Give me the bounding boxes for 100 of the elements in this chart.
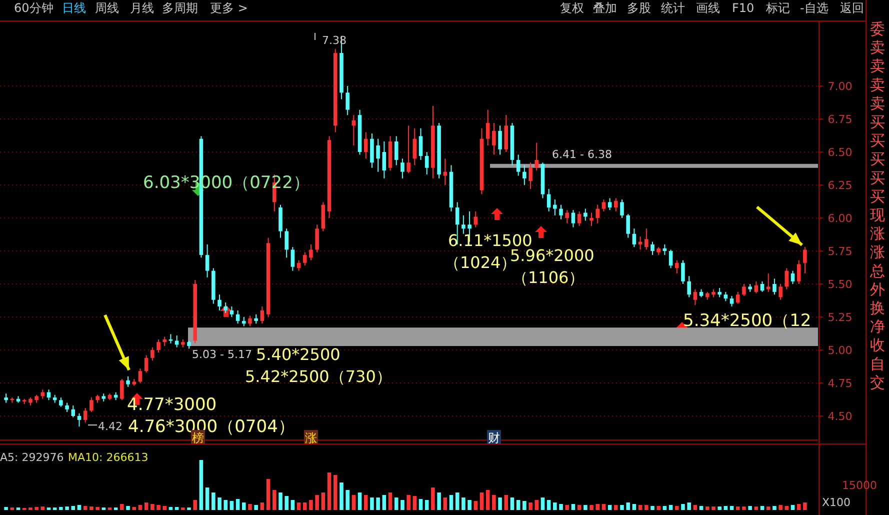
candlestick	[772, 278, 776, 296]
bar	[559, 504, 563, 510]
candlestick	[224, 302, 228, 314]
y-tick-label: 5.75	[828, 244, 852, 258]
candlestick	[724, 291, 728, 302]
candlestick	[486, 109, 490, 146]
bar	[90, 506, 94, 510]
y-tick-label: 6.25	[828, 179, 852, 192]
bar	[590, 505, 594, 510]
candlestick	[668, 249, 673, 269]
candlestick	[778, 283, 782, 300]
candlestick	[584, 208, 588, 222]
candlestick	[406, 125, 410, 174]
bar	[358, 492, 362, 510]
y-tick-label: 7.00	[828, 80, 852, 94]
candlestick	[424, 152, 429, 175]
candlestick	[394, 136, 398, 166]
bar	[272, 490, 276, 510]
bar	[59, 507, 63, 510]
candlestick	[278, 204, 282, 238]
bar	[340, 482, 344, 510]
annotation: 4.42	[98, 420, 122, 433]
bar	[546, 500, 551, 510]
bar	[796, 504, 801, 510]
candlestick	[596, 204, 600, 224]
bar	[193, 500, 197, 510]
bar	[705, 506, 710, 510]
band-label: 6.41 - 6.38	[552, 148, 612, 161]
bar	[693, 505, 698, 510]
candlestick	[784, 268, 789, 290]
bar	[504, 495, 508, 510]
bar	[778, 505, 782, 510]
candlestick	[77, 412, 82, 428]
candlestick	[236, 310, 240, 324]
candlestick	[553, 199, 557, 216]
bar	[699, 506, 704, 510]
candlestick	[498, 125, 502, 156]
bar	[522, 501, 526, 510]
bar	[364, 495, 368, 510]
bar	[327, 472, 332, 510]
y-tick-label: 5.25	[828, 310, 852, 324]
bar	[668, 505, 673, 510]
bar	[596, 504, 600, 510]
bar	[674, 506, 679, 510]
bar	[687, 502, 691, 510]
candlestick	[608, 198, 612, 211]
bar	[584, 505, 588, 510]
bar	[236, 499, 240, 510]
candlestick	[370, 133, 374, 168]
bar	[370, 498, 374, 510]
candlestick	[156, 338, 160, 354]
bar	[346, 490, 350, 510]
y-tick-label: 6.75	[828, 113, 852, 126]
bar	[296, 502, 301, 510]
bar	[290, 500, 295, 510]
bar	[230, 501, 234, 510]
bar	[486, 490, 490, 510]
candlestick	[443, 158, 448, 186]
bar	[516, 500, 520, 510]
text: 日线	[62, 1, 86, 15]
bar	[492, 495, 496, 510]
bar	[772, 506, 776, 510]
bar	[352, 495, 356, 510]
text: 叠加	[593, 1, 617, 15]
bar	[382, 495, 386, 510]
candlestick	[650, 241, 654, 256]
bar	[638, 505, 642, 510]
candlestick	[83, 408, 88, 424]
annotation: 5.40*2500	[256, 345, 340, 364]
candlestick	[40, 389, 45, 400]
bar	[65, 506, 69, 510]
text: 多股	[627, 1, 651, 15]
bar	[254, 505, 258, 510]
candlestick	[65, 402, 69, 413]
candlestick	[412, 128, 417, 166]
candlestick	[687, 276, 691, 298]
candlestick	[681, 260, 685, 284]
text: 复权	[560, 1, 584, 15]
bar	[784, 506, 789, 510]
bar	[205, 488, 210, 510]
bar	[132, 507, 136, 510]
bar	[333, 475, 338, 510]
candlestick	[290, 246, 295, 272]
candlestick	[248, 315, 252, 327]
bar	[168, 507, 173, 510]
annotation: 5.42*2500（730）	[245, 367, 392, 386]
candlestick	[260, 306, 264, 324]
bar	[321, 492, 326, 510]
bar	[766, 506, 770, 510]
candlestick	[565, 210, 569, 224]
candlestick	[150, 346, 154, 362]
bar	[412, 496, 417, 510]
candlestick	[790, 270, 795, 284]
bar	[126, 506, 130, 510]
text: 委卖卖卖卖买买买买买现涨涨总外换净收自交	[870, 20, 885, 392]
annotation: 财	[488, 431, 500, 445]
candlestick	[284, 228, 288, 258]
candlestick	[760, 280, 764, 292]
candlestick	[644, 228, 648, 250]
text: X100	[822, 496, 851, 509]
